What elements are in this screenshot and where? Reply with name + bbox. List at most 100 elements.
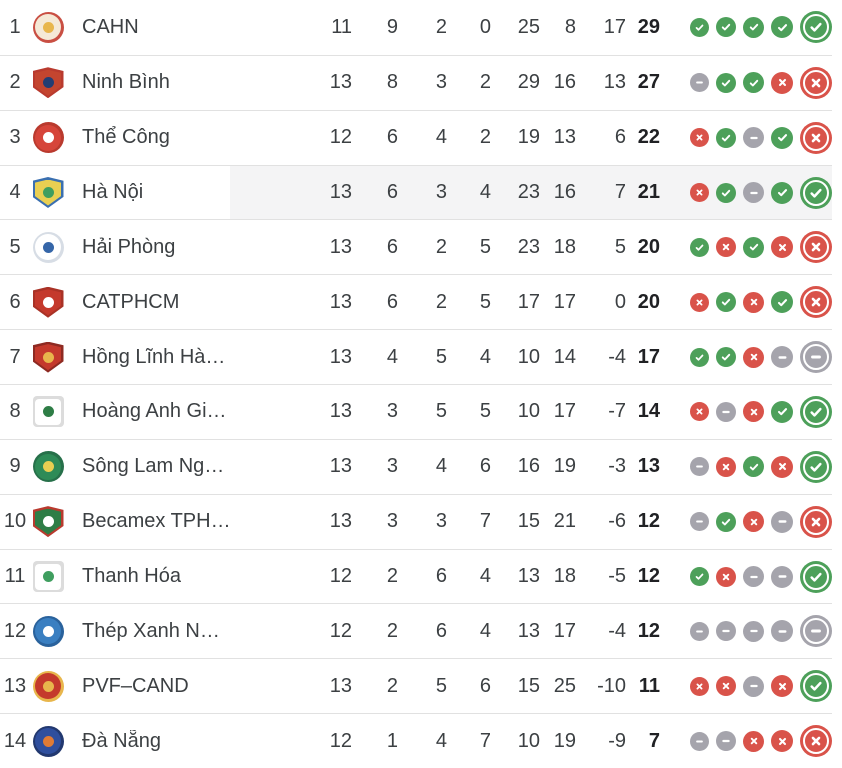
stat-draws: 3	[435, 71, 447, 94]
stat-goals-against: 19	[553, 729, 576, 752]
table-row[interactable]: 4 Hà Nội 13 6 3 4 23 16 7 21	[0, 164, 832, 220]
table-row[interactable]: 8 Hoàng Anh Gi… 13 3 5 5 10 17 -7 14	[0, 384, 832, 439]
table-row[interactable]: 2 Ninh Bình 13 8 3 2 29 16 13 27	[0, 54, 832, 110]
team-logo-emblem	[42, 571, 54, 583]
stat-goals-against: 18	[553, 235, 576, 258]
latest-match-ring	[803, 69, 829, 96]
stat-draws: 5	[435, 345, 447, 368]
team-name[interactable]: Hải Phòng	[82, 235, 176, 258]
draw-icon	[743, 182, 764, 203]
team-logo-cell	[30, 725, 66, 757]
table-row[interactable]: 5 Hải Phòng 13 6 2 5 23 18 5 20	[0, 219, 832, 275]
team-logo-cell	[30, 506, 66, 538]
win-icon	[800, 395, 832, 428]
win-icon	[800, 176, 832, 209]
draw-icon	[771, 346, 793, 369]
loss-icon	[800, 505, 832, 538]
latest-match-ring	[803, 289, 829, 316]
team-logo	[32, 670, 64, 702]
table-row[interactable]: 7 Hồng Lĩnh Hà… 13 4 5 4 10 14 -4 17	[0, 329, 832, 385]
stat-points: 12	[637, 510, 660, 533]
table-row[interactable]: 1 CAHN 11 9 2 0 25 8 17 29	[0, 0, 832, 55]
team-name[interactable]: Thể Công	[82, 126, 170, 149]
win-icon	[716, 347, 736, 368]
draw-icon	[771, 510, 793, 533]
team-name[interactable]: Hà Nội	[82, 181, 144, 203]
table-row[interactable]: 3 Thể Công 12 6 4 2 19 13 6 22	[0, 109, 832, 165]
table-row[interactable]: 9 Sông Lam Ng… 13 3 4 6 16 19 -3 13	[0, 438, 832, 494]
team-name[interactable]: Thanh Hóa	[82, 565, 181, 588]
table-row[interactable]: 11 Thanh Hóa 12 2 6 4 13 18 -5 12	[0, 548, 832, 604]
stat-draws: 4	[435, 455, 447, 478]
team-logo-inner	[35, 124, 61, 151]
stat-matches-played: 13	[329, 400, 352, 423]
draw-icon	[716, 621, 736, 642]
win-icon	[716, 127, 736, 148]
draw-icon	[690, 731, 709, 751]
table-row[interactable]: 10 Becamex TPH… 13 3 3 7 15 21 -6 12	[0, 493, 832, 549]
latest-match-ring	[803, 344, 829, 371]
table-row[interactable]: 14 Đà Nẵng 12 1 4 7 10 19 -9 7	[0, 713, 832, 768]
team-name[interactable]: PVF–CAND	[82, 674, 189, 697]
latest-match-ring	[803, 673, 829, 700]
position-number: 12	[3, 619, 27, 642]
table-row[interactable]: 12 Thép Xanh N… 12 2 6 4 13 17 -4 12	[0, 603, 832, 659]
loss-icon	[743, 511, 764, 533]
stat-points: 29	[637, 15, 660, 38]
stat-goals-against: 14	[553, 345, 576, 368]
team-name[interactable]: CAHN	[82, 15, 139, 38]
stat-matches-played: 13	[329, 290, 352, 313]
stat-goals-against: 18	[553, 565, 576, 588]
stat-goals-against: 21	[553, 510, 576, 533]
stat-losses: 5	[479, 400, 491, 423]
team-name[interactable]: Becamex TPH…	[82, 510, 231, 533]
loss-icon	[743, 730, 764, 752]
stat-matches-played: 13	[329, 181, 352, 203]
stat-points: 20	[637, 290, 660, 313]
table-row[interactable]: 6 CATPHCM 13 6 2 5 17 17 0 20	[0, 274, 832, 330]
table-row[interactable]: 13 PVF–CAND 13 2 5 6 15 25 -10 11	[0, 658, 832, 714]
position-number: 14	[3, 729, 27, 752]
team-logo-cell	[30, 286, 66, 318]
stat-draws: 5	[435, 674, 447, 697]
position-number: 6	[9, 290, 21, 313]
stat-goals-for: 17	[517, 290, 540, 313]
stat-goals-against: 16	[553, 71, 576, 94]
stat-goals-for: 15	[517, 510, 540, 533]
stat-wins: 3	[386, 510, 398, 533]
stat-goals-for: 23	[517, 181, 540, 203]
position-number: 4	[9, 181, 21, 203]
position-number: 5	[9, 235, 21, 258]
recent-form	[660, 220, 832, 274]
team-name[interactable]: Đà Nẵng	[82, 729, 161, 752]
team-logo-inner	[35, 234, 61, 261]
draw-icon	[743, 127, 764, 149]
stat-losses: 5	[479, 290, 491, 313]
loss-icon	[690, 676, 709, 696]
latest-match-ring	[803, 179, 829, 206]
team-name[interactable]: Hoàng Anh Gi…	[82, 400, 227, 423]
loss-icon	[690, 292, 709, 312]
team-logo-cell	[30, 561, 66, 593]
stat-points: 12	[637, 565, 660, 588]
stat-draws: 6	[435, 565, 447, 588]
latest-match-ring	[803, 563, 829, 590]
latest-match-ring	[803, 234, 829, 261]
stat-wins: 2	[386, 619, 398, 642]
win-icon	[771, 400, 793, 423]
win-icon	[771, 16, 793, 39]
team-name[interactable]: Hồng Lĩnh Hà…	[82, 345, 226, 368]
position-number: 3	[9, 126, 21, 149]
stat-goals-against: 17	[553, 400, 576, 423]
team-name[interactable]: Sông Lam Ng…	[82, 455, 225, 478]
stat-goal-difference: 7	[614, 181, 626, 203]
stat-goal-difference: -3	[608, 455, 626, 478]
stat-matches-played: 13	[329, 510, 352, 533]
stat-losses: 4	[479, 345, 491, 368]
team-name[interactable]: CATPHCM	[82, 290, 180, 313]
stat-goals-against: 25	[553, 674, 576, 697]
team-name[interactable]: Thép Xanh N…	[82, 619, 220, 642]
team-name[interactable]: Ninh Bình	[82, 71, 170, 94]
stat-goal-difference: 17	[603, 15, 626, 38]
